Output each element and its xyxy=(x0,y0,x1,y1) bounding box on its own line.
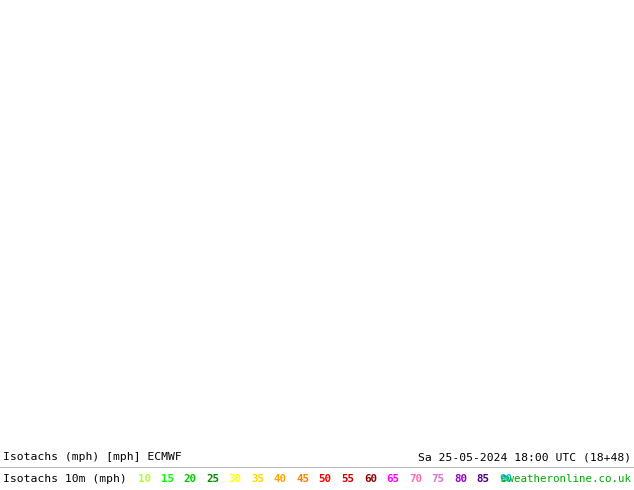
Text: 30: 30 xyxy=(228,474,242,484)
Text: 40: 40 xyxy=(274,474,287,484)
Text: 25: 25 xyxy=(206,474,219,484)
Text: 45: 45 xyxy=(296,474,309,484)
Text: 75: 75 xyxy=(432,474,444,484)
Text: Isotachs 10m (mph): Isotachs 10m (mph) xyxy=(3,474,127,484)
Text: 60: 60 xyxy=(364,474,377,484)
Text: Sa 25-05-2024 18:00 UTC (18+48): Sa 25-05-2024 18:00 UTC (18+48) xyxy=(418,452,631,462)
Text: Isotachs (mph) [mph] ECMWF: Isotachs (mph) [mph] ECMWF xyxy=(3,452,182,462)
Text: 20: 20 xyxy=(183,474,197,484)
Text: 50: 50 xyxy=(319,474,332,484)
Text: 85: 85 xyxy=(477,474,489,484)
Text: 80: 80 xyxy=(454,474,467,484)
Text: 10: 10 xyxy=(138,474,152,484)
Text: 35: 35 xyxy=(251,474,264,484)
Text: 65: 65 xyxy=(386,474,399,484)
Text: 55: 55 xyxy=(341,474,354,484)
Text: 70: 70 xyxy=(409,474,422,484)
Text: ©weatheronline.co.uk: ©weatheronline.co.uk xyxy=(501,474,631,484)
Text: 90: 90 xyxy=(499,474,512,484)
Text: 15: 15 xyxy=(161,474,174,484)
